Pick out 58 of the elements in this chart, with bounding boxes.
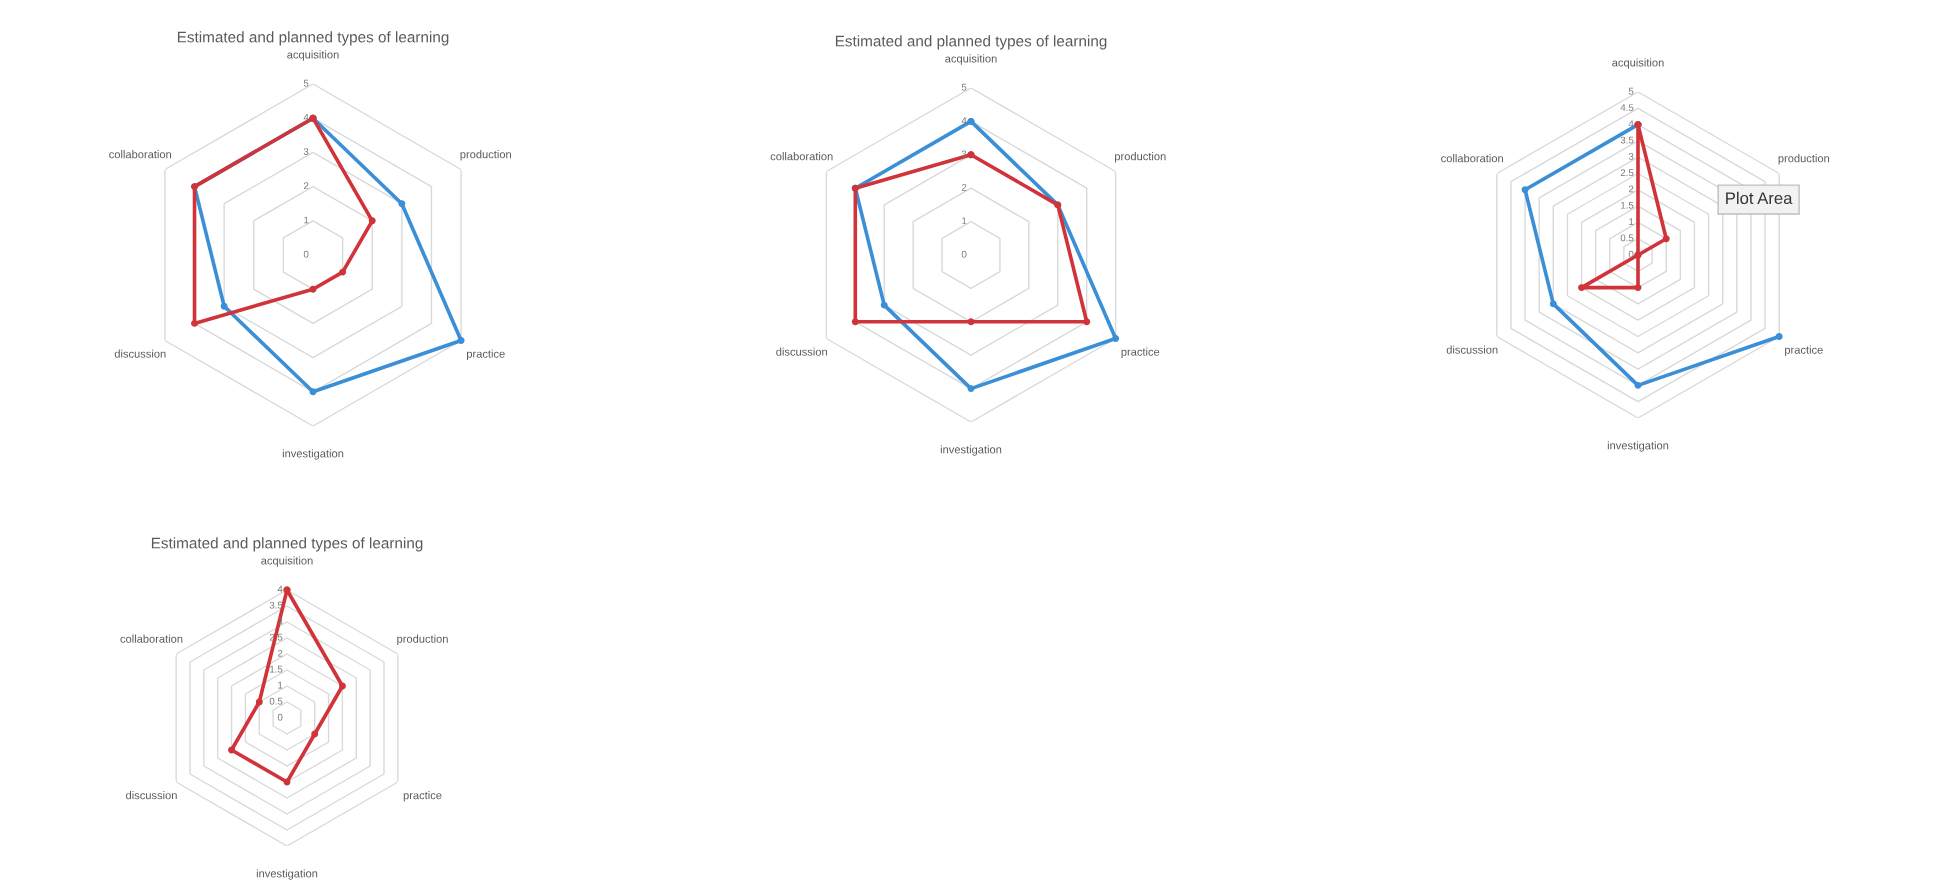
y-tick-label: 1 (962, 217, 967, 225)
spoke-label: production (1115, 152, 1166, 163)
spoke-label: collaboration (770, 152, 833, 161)
y-tick-label: 0.5 (269, 697, 283, 705)
y-tick-label: 3.5 (1620, 136, 1634, 144)
spoke-label: discussion (776, 347, 827, 356)
spoke-label: investigation (282, 449, 344, 460)
spoke-label: investigation (1607, 441, 1669, 452)
spoke-label: practice (467, 349, 505, 360)
spoke-label: investigation (940, 445, 1002, 456)
y-tick-label: 2 (961, 183, 967, 191)
y-tick-label: 0 (961, 250, 967, 258)
y-tick-label: 3 (1628, 152, 1634, 160)
y-tick-label: 1 (304, 216, 309, 224)
y-tick-label: 5 (303, 79, 309, 87)
spoke-label: production (397, 634, 448, 645)
y-tick-label: 5 (961, 83, 967, 91)
y-tick-label: 3 (277, 617, 283, 625)
chart-title: Estimated and planned types of learning (151, 537, 423, 552)
spoke-label: practice (1121, 347, 1160, 358)
spoke-label: production (1778, 154, 1830, 165)
spoke-label: collaboration (120, 634, 183, 643)
text: Plot Area (1726, 191, 1793, 205)
spoke-label: production (460, 150, 511, 161)
spoke-label: practice (1785, 345, 1823, 356)
spoke-label: acquisition (945, 54, 997, 65)
y-tick-label: 2 (1628, 185, 1634, 193)
y-tick-label: 2 (303, 182, 309, 190)
chart-title: Estimated and planned types of learning (177, 31, 449, 46)
y-tick-label: 2.5 (1620, 169, 1634, 177)
spoke-label: acquisition (1612, 58, 1664, 69)
y-tick-label: 0 (1628, 250, 1634, 258)
spoke-label: discussion (114, 349, 166, 358)
y-tick-label: 5 (1628, 87, 1634, 95)
y-tick-label: 3 (303, 148, 309, 156)
spoke-label: collaboration (109, 150, 172, 159)
y-tick-label: 0.5 (1620, 234, 1634, 242)
y-tick-label: 4 (277, 585, 283, 593)
spoke-label: acquisition (287, 50, 339, 61)
y-tick-label: 3 (961, 150, 967, 158)
chart-title: Estimated and planned types of learning (835, 35, 1107, 50)
spoke-label: acquisition (261, 556, 313, 567)
y-tick-label: 1.5 (1621, 201, 1634, 209)
spoke-label: investigation (256, 869, 318, 880)
spoke-label: practice (403, 791, 442, 802)
y-tick-label: 0 (303, 250, 309, 258)
y-tick-label: 4 (961, 117, 967, 124)
y-tick-label: 4 (303, 114, 309, 121)
y-tick-label: 4.5 (1620, 104, 1634, 111)
spoke-label: collaboration (1441, 154, 1503, 163)
spoke-label: discussion (126, 791, 177, 800)
spoke-label: discussion (1446, 345, 1498, 354)
y-tick-label: 1.5 (270, 665, 283, 673)
y-tick-label: 4 (1628, 120, 1634, 128)
y-tick-label: 2 (277, 649, 283, 657)
y-tick-label: 1 (278, 681, 283, 689)
y-tick-label: 0 (277, 713, 283, 721)
y-tick-label: 1 (1629, 218, 1634, 225)
